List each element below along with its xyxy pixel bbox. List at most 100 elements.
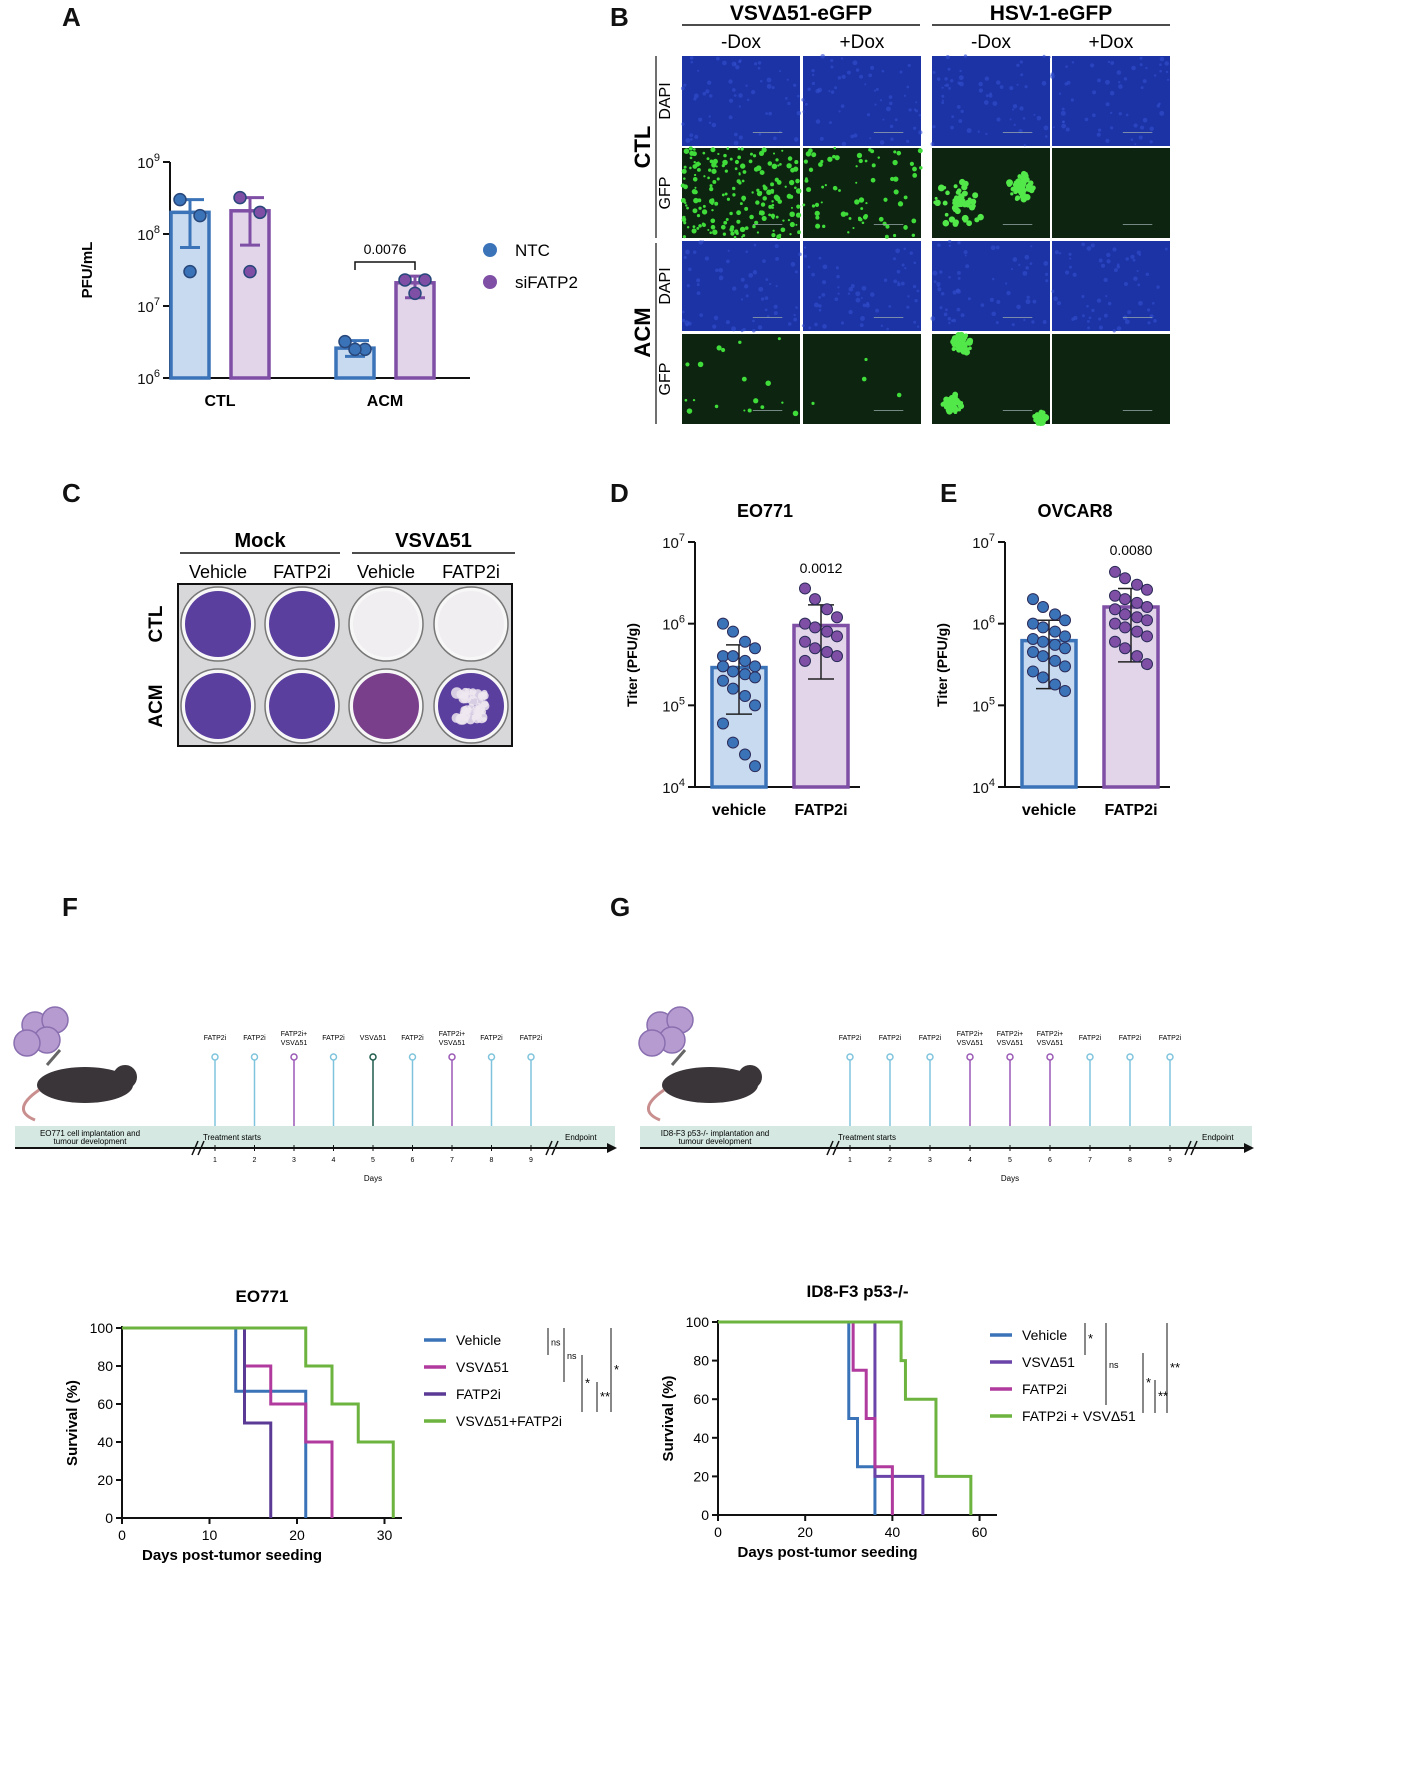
nucleus-speck — [848, 309, 853, 315]
data-point — [809, 621, 821, 634]
gfp-cell — [877, 156, 880, 159]
nucleus-speck — [1112, 247, 1117, 252]
plaque-group-header: Mock — [234, 530, 286, 552]
nucleus-speck — [698, 117, 703, 122]
nucleus-speck — [1053, 296, 1058, 302]
gfp-cell — [912, 166, 917, 172]
gfp-cell — [855, 165, 858, 168]
gfp-cell — [864, 159, 868, 163]
nucleus-speck — [913, 126, 917, 130]
panel-label-f: F — [62, 892, 78, 922]
gfp-plaque-cell — [948, 216, 956, 223]
nucleus-speck — [692, 250, 697, 254]
nucleus-speck — [859, 323, 864, 328]
gfp-cell — [696, 167, 701, 172]
gfp-cell — [709, 159, 714, 164]
nucleus-speck — [937, 284, 940, 288]
nucleus-speck — [865, 303, 870, 308]
data-point — [749, 642, 761, 655]
gfp-cell — [821, 185, 825, 189]
nucleus-speck — [896, 269, 901, 274]
data-point — [831, 630, 843, 643]
nucleus-speck — [715, 56, 720, 61]
nucleus-speck — [873, 89, 877, 92]
significance-label: ns — [567, 1351, 577, 1361]
nucleus-speck — [841, 74, 846, 79]
nucleus-speck — [1134, 143, 1137, 146]
gfp-cell — [698, 224, 702, 228]
gfp-cell — [730, 231, 735, 236]
nucleus-speck — [794, 270, 798, 274]
gfp-cell — [805, 151, 812, 157]
dose-marker — [290, 1053, 298, 1061]
gfp-cell — [832, 185, 838, 191]
nucleus-speck — [948, 244, 951, 247]
y-tick-label-exp: 7 — [154, 296, 160, 308]
nucleus-speck — [811, 68, 815, 73]
nucleus-speck — [1159, 63, 1162, 67]
nucleus-speck — [930, 316, 936, 321]
start-label-2: tumour development — [679, 1137, 753, 1146]
nucleus-speck — [1081, 242, 1086, 247]
nucleus-speck — [725, 259, 730, 264]
significance-label: * — [585, 1376, 590, 1391]
y-tick-label-exp: 5 — [679, 695, 685, 707]
gfp-cell — [738, 181, 742, 185]
mouse-body-icon — [662, 1067, 758, 1103]
nucleus-speck — [764, 296, 769, 300]
nucleus-speck — [1066, 80, 1071, 85]
gfp-plaque-cell — [977, 213, 984, 221]
data-point — [727, 682, 739, 695]
nucleus-speck — [731, 61, 737, 67]
data-point — [1049, 625, 1061, 638]
y-tick-label-base: 10 — [137, 371, 154, 388]
legend-label: VSVΔ51+FATP2i — [456, 1413, 562, 1429]
nucleus-speck — [1103, 313, 1108, 318]
y-tick-label-exp: 7 — [989, 532, 995, 544]
nucleus-speck — [769, 282, 772, 286]
mouse-tail-icon — [22, 1088, 40, 1122]
nucleus-speck — [718, 275, 724, 281]
nucleus-speck — [751, 90, 756, 95]
nucleus-speck — [939, 306, 943, 310]
nucleus-speck — [696, 283, 700, 287]
nucleus-speck — [796, 94, 800, 98]
legend-label: Vehicle — [456, 1332, 501, 1348]
gfp-cell — [739, 226, 746, 233]
nucleus-speck — [1133, 123, 1138, 128]
nucleus-speck — [754, 62, 758, 66]
nucleus-speck — [1048, 56, 1051, 59]
gfp-cell — [722, 159, 728, 166]
survival-line — [122, 1326, 334, 1518]
gfp-cell — [788, 163, 792, 167]
y-tick-label-base: 10 — [972, 617, 989, 634]
nucleus-speck — [837, 292, 840, 295]
gfp-plaque-cell — [1006, 182, 1012, 188]
nucleus-speck — [802, 110, 805, 113]
nucleus-speck — [690, 60, 694, 64]
dose-label: VSVΔ51 — [1037, 1040, 1064, 1047]
data-point — [739, 748, 751, 761]
gfp-cell — [702, 151, 706, 155]
data-point — [243, 264, 257, 279]
nucleus-speck — [978, 81, 983, 87]
y-tick-label-base: 10 — [662, 780, 679, 797]
x-category-label: FATP2i — [794, 802, 847, 819]
y-tick-label-base: 10 — [662, 535, 679, 552]
gfp-cell — [683, 177, 686, 180]
nucleus-speck — [1087, 326, 1091, 330]
nucleus-speck — [1045, 279, 1049, 283]
nucleus-speck — [1105, 102, 1110, 107]
gfp-cell — [692, 208, 698, 214]
y-tick-label: 0 — [701, 1507, 709, 1523]
nucleus-speck — [725, 320, 730, 325]
gfp-cell — [692, 225, 696, 229]
nucleus-speck — [738, 105, 742, 108]
nucleus-speck — [948, 321, 951, 325]
nucleus-speck — [728, 98, 734, 103]
panel-b-microscopy: VSVΔ51-eGFP HSV-1-eGFP -Dox +Dox -Dox +Dox CTL… — [620, 0, 1180, 430]
legend-marker — [483, 275, 497, 289]
data-point — [799, 654, 811, 667]
axis-break — [826, 1140, 834, 1156]
gfp-plaque-cell — [942, 219, 950, 227]
